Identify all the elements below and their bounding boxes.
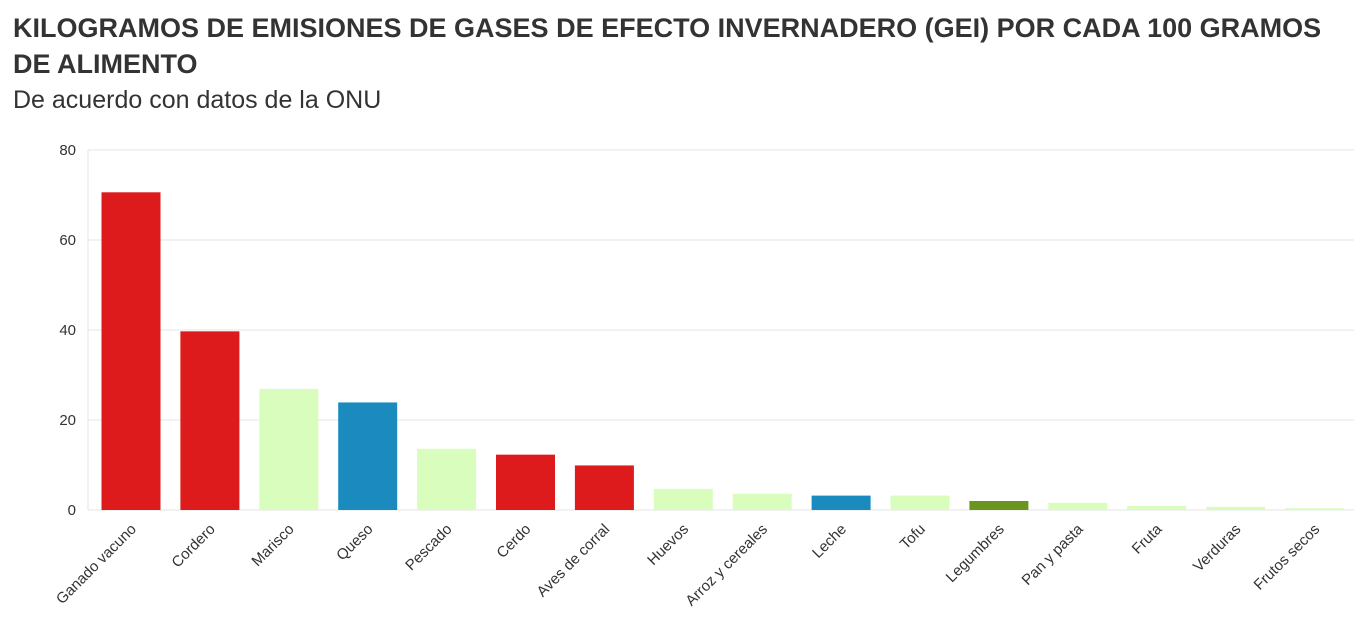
x-tick-label: Fruta <box>1129 520 1166 557</box>
bar-verduras[interactable] <box>1206 506 1266 510</box>
x-tick-label: Cerdo <box>493 521 534 562</box>
x-tick-label: Huevos <box>644 521 692 569</box>
y-axis-ticks: 0 20 40 60 80 <box>59 142 76 519</box>
y-tick-label: 60 <box>59 232 76 249</box>
x-tick-label: Aves de corral <box>534 521 614 601</box>
y-tick-label: 40 <box>59 322 76 339</box>
x-tick-label: Marisco <box>248 521 297 570</box>
bar-frutos-secos[interactable] <box>1285 508 1344 510</box>
x-tick-label: Cordero <box>168 521 218 571</box>
bar-ganado-vacuno[interactable] <box>101 192 161 511</box>
x-tick-label: Leche <box>809 521 850 562</box>
x-tick-label: Pan y pasta <box>1019 520 1088 589</box>
bar-pan-y-pasta[interactable] <box>1048 502 1108 510</box>
bar-leche[interactable] <box>811 495 871 510</box>
x-tick-label: Arroz y cereales <box>682 521 771 610</box>
x-tick-label: Queso <box>333 521 376 564</box>
x-tick-label: Pescado <box>402 521 455 574</box>
x-tick-label: Verduras <box>1190 521 1244 575</box>
y-tick-label: 20 <box>59 412 76 429</box>
bar-cerdo[interactable] <box>496 454 555 510</box>
x-tick-label: Frutos secos <box>1251 521 1324 594</box>
x-tick-label: Legumbres <box>943 521 1008 586</box>
bar-huevos[interactable] <box>653 488 713 510</box>
bar-tofu[interactable] <box>890 495 950 510</box>
x-tick-label: Ganado vacuno <box>53 521 140 608</box>
y-tick-label: 0 <box>68 502 76 519</box>
bar-arroz-y-cereales[interactable] <box>732 493 792 510</box>
bar-cordero[interactable] <box>180 331 240 510</box>
bar-queso[interactable] <box>338 402 398 510</box>
bar-legumbres[interactable] <box>969 501 1029 510</box>
x-axis-labels: Ganado vacuno Cordero Marisco Queso Pescado C… <box>53 520 1323 609</box>
bar-marisco[interactable] <box>259 388 319 510</box>
chart-title: KILOGRAMOS DE EMISIONES DE GASES DE EFEC… <box>13 13 1322 79</box>
chart-subtitle: De acuerdo con datos de la ONU <box>13 86 382 114</box>
bar-pescado[interactable] <box>417 448 477 510</box>
bar-aves-de-corral[interactable] <box>574 465 634 510</box>
y-tick-label: 80 <box>59 142 76 159</box>
bars <box>101 192 1344 511</box>
x-tick-label: Tofu <box>897 521 929 553</box>
bar-fruta[interactable] <box>1127 505 1187 510</box>
